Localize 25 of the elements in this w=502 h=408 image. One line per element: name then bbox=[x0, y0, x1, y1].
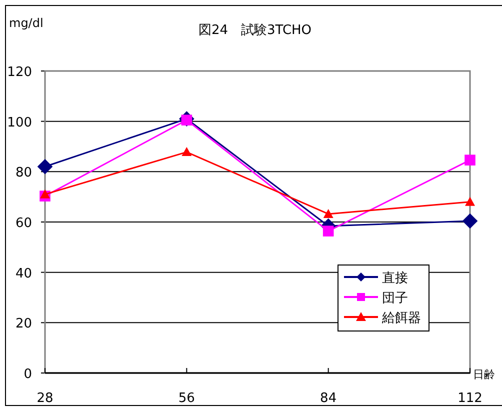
y-tick-label: 0 bbox=[24, 367, 32, 382]
title: 図24 試験3TCHO bbox=[198, 23, 312, 38]
y-tick-label: 60 bbox=[15, 216, 32, 231]
x-tick-label: 84 bbox=[320, 391, 337, 406]
point bbox=[182, 147, 192, 156]
y-tick-label: 40 bbox=[15, 266, 32, 282]
legend-label: 給餌器 bbox=[381, 311, 421, 326]
point bbox=[40, 189, 50, 198]
x-tick-label: 56 bbox=[178, 391, 195, 406]
y-tick-label: 80 bbox=[15, 166, 32, 181]
x-tick-label: 112 bbox=[458, 391, 482, 406]
ylabel: mg/dl bbox=[9, 16, 44, 30]
point bbox=[37, 158, 53, 174]
point bbox=[323, 208, 334, 218]
legend-label: 団子 bbox=[382, 291, 408, 306]
point bbox=[465, 196, 475, 206]
point bbox=[322, 226, 334, 236]
point bbox=[462, 213, 478, 229]
x-tick-label: 28 bbox=[36, 391, 54, 406]
point bbox=[464, 154, 476, 166]
y-tick-label: 120 bbox=[7, 65, 32, 80]
xlabel: 日齢 bbox=[473, 368, 495, 381]
y-tick-label: 100 bbox=[7, 115, 32, 130]
legend-label: 直接 bbox=[382, 271, 408, 286]
y-tick-label: 20 bbox=[15, 316, 32, 332]
